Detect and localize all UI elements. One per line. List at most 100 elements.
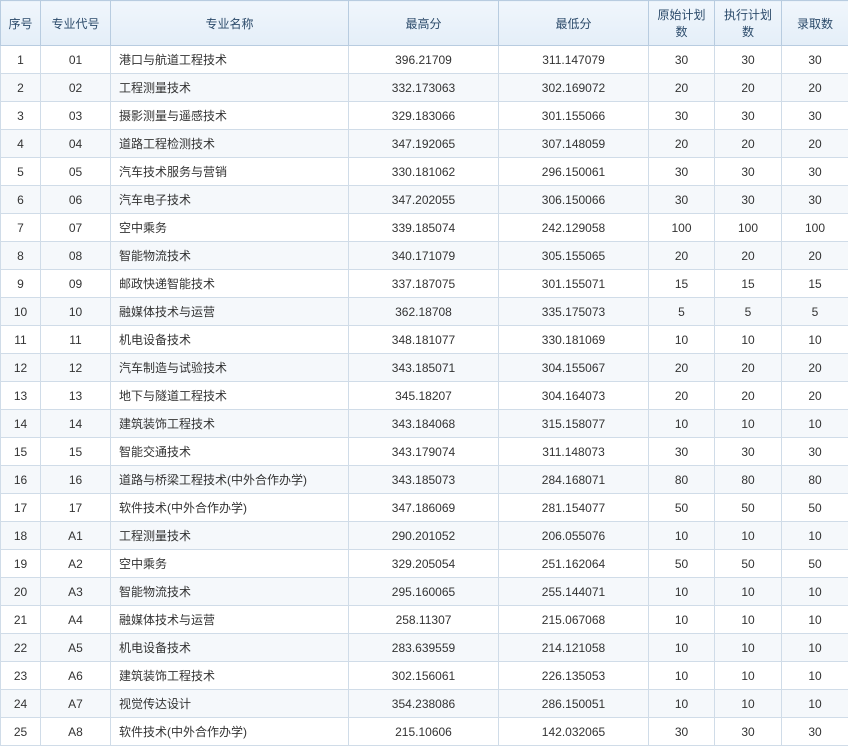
cell-admit: 20	[782, 354, 848, 382]
cell-plan2: 80	[715, 466, 782, 494]
cell-code: 12	[41, 354, 111, 382]
cell-plan1: 30	[649, 158, 715, 186]
cell-high: 340.171079	[349, 242, 499, 270]
cell-plan2: 10	[715, 634, 782, 662]
cell-admit: 30	[782, 158, 848, 186]
col-header-admit: 录取数	[782, 1, 848, 46]
cell-admit: 10	[782, 634, 848, 662]
table-row: 19A2空中乘务329.205054251.162064505050	[1, 550, 848, 578]
cell-code: 06	[41, 186, 111, 214]
cell-admit: 80	[782, 466, 848, 494]
cell-plan1: 20	[649, 242, 715, 270]
cell-low: 315.158077	[499, 410, 649, 438]
cell-plan2: 30	[715, 102, 782, 130]
cell-low: 142.032065	[499, 718, 649, 746]
cell-seq: 9	[1, 270, 41, 298]
cell-name: 空中乘务	[111, 214, 349, 242]
cell-name: 摄影测量与遥感技术	[111, 102, 349, 130]
cell-admit: 30	[782, 46, 848, 74]
cell-high: 343.184068	[349, 410, 499, 438]
cell-name: 道路工程检测技术	[111, 130, 349, 158]
cell-code: A4	[41, 606, 111, 634]
cell-code: A2	[41, 550, 111, 578]
cell-low: 306.150066	[499, 186, 649, 214]
cell-high: 347.192065	[349, 130, 499, 158]
cell-admit: 50	[782, 550, 848, 578]
cell-name: 工程测量技术	[111, 522, 349, 550]
cell-plan1: 100	[649, 214, 715, 242]
cell-high: 343.185071	[349, 354, 499, 382]
cell-code: 15	[41, 438, 111, 466]
table-row: 1313地下与隧道工程技术345.18207304.164073202020	[1, 382, 848, 410]
cell-low: 307.148059	[499, 130, 649, 158]
cell-low: 281.154077	[499, 494, 649, 522]
cell-admit: 20	[782, 130, 848, 158]
cell-code: 13	[41, 382, 111, 410]
cell-code: 04	[41, 130, 111, 158]
cell-code: 02	[41, 74, 111, 102]
cell-plan1: 10	[649, 634, 715, 662]
cell-admit: 10	[782, 606, 848, 634]
table-row: 707空中乘务339.185074242.129058100100100	[1, 214, 848, 242]
cell-plan1: 10	[649, 326, 715, 354]
cell-admit: 100	[782, 214, 848, 242]
cell-high: 283.639559	[349, 634, 499, 662]
cell-name: 智能物流技术	[111, 242, 349, 270]
cell-low: 286.150051	[499, 690, 649, 718]
cell-admit: 20	[782, 74, 848, 102]
cell-high: 354.238086	[349, 690, 499, 718]
cell-high: 330.181062	[349, 158, 499, 186]
cell-code: A3	[41, 578, 111, 606]
cell-plan1: 10	[649, 662, 715, 690]
cell-low: 255.144071	[499, 578, 649, 606]
cell-code: A7	[41, 690, 111, 718]
cell-admit: 10	[782, 410, 848, 438]
cell-plan1: 50	[649, 494, 715, 522]
cell-plan2: 30	[715, 158, 782, 186]
cell-high: 343.185073	[349, 466, 499, 494]
cell-high: 337.187075	[349, 270, 499, 298]
table-row: 1010融媒体技术与运营362.18708335.175073555	[1, 298, 848, 326]
cell-low: 311.148073	[499, 438, 649, 466]
cell-plan1: 80	[649, 466, 715, 494]
cell-high: 347.186069	[349, 494, 499, 522]
col-header-code: 专业代号	[41, 1, 111, 46]
cell-plan1: 20	[649, 354, 715, 382]
table-row: 505汽车技术服务与营销330.181062296.150061303030	[1, 158, 848, 186]
cell-name: 软件技术(中外合作办学)	[111, 494, 349, 522]
cell-plan1: 10	[649, 690, 715, 718]
cell-name: 汽车制造与试验技术	[111, 354, 349, 382]
cell-name: 软件技术(中外合作办学)	[111, 718, 349, 746]
cell-plan1: 10	[649, 410, 715, 438]
table-row: 1616道路与桥梁工程技术(中外合作办学)343.185073284.16807…	[1, 466, 848, 494]
cell-low: 302.169072	[499, 74, 649, 102]
cell-high: 258.11307	[349, 606, 499, 634]
cell-plan1: 20	[649, 382, 715, 410]
cell-admit: 10	[782, 326, 848, 354]
cell-seq: 7	[1, 214, 41, 242]
table-row: 101港口与航道工程技术396.21709311.147079303030	[1, 46, 848, 74]
cell-low: 305.155065	[499, 242, 649, 270]
cell-low: 215.067068	[499, 606, 649, 634]
cell-plan2: 50	[715, 550, 782, 578]
cell-admit: 10	[782, 662, 848, 690]
cell-seq: 20	[1, 578, 41, 606]
table-header-row: 序号专业代号专业名称最高分最低分原始计划数执行计划数录取数	[1, 1, 848, 46]
cell-plan1: 30	[649, 438, 715, 466]
cell-code: 11	[41, 326, 111, 354]
cell-seq: 25	[1, 718, 41, 746]
cell-high: 348.181077	[349, 326, 499, 354]
cell-seq: 17	[1, 494, 41, 522]
table-row: 23A6建筑装饰工程技术302.156061226.135053101010	[1, 662, 848, 690]
cell-code: 10	[41, 298, 111, 326]
cell-admit: 50	[782, 494, 848, 522]
cell-high: 295.160065	[349, 578, 499, 606]
cell-seq: 5	[1, 158, 41, 186]
cell-seq: 3	[1, 102, 41, 130]
cell-seq: 21	[1, 606, 41, 634]
cell-plan2: 10	[715, 578, 782, 606]
cell-seq: 8	[1, 242, 41, 270]
table-row: 21A4融媒体技术与运营258.11307215.067068101010	[1, 606, 848, 634]
cell-name: 汽车电子技术	[111, 186, 349, 214]
cell-low: 330.181069	[499, 326, 649, 354]
